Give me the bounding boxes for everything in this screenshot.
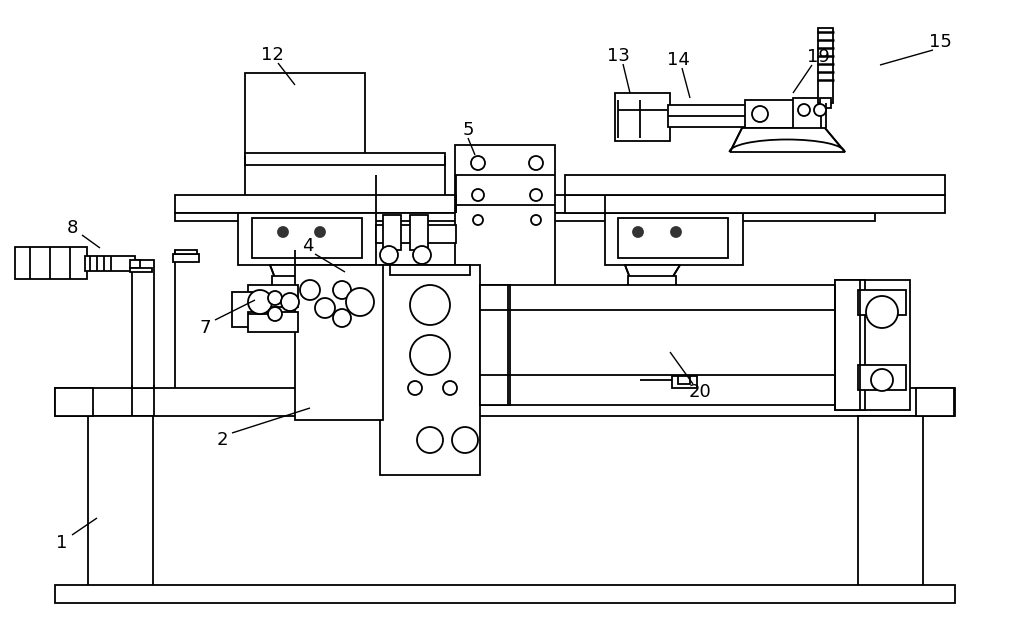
Bar <box>745 100 795 128</box>
Bar <box>678 376 690 384</box>
Circle shape <box>866 296 898 328</box>
Bar <box>295 265 383 420</box>
Circle shape <box>531 215 541 225</box>
Circle shape <box>814 104 826 116</box>
Bar <box>672 376 697 388</box>
Bar <box>175 250 197 254</box>
Bar <box>455 145 555 300</box>
Text: 7: 7 <box>199 319 211 337</box>
Bar <box>245 73 365 156</box>
Text: 2: 2 <box>217 431 228 449</box>
Circle shape <box>346 288 374 316</box>
Circle shape <box>248 290 272 314</box>
Circle shape <box>471 156 485 170</box>
Circle shape <box>268 291 282 305</box>
Text: 1: 1 <box>56 534 68 552</box>
Text: 13: 13 <box>606 47 630 65</box>
Bar <box>480 285 835 405</box>
Bar <box>390 265 470 275</box>
Bar <box>383 215 401 250</box>
Bar <box>252 218 362 258</box>
Bar <box>565 175 945 195</box>
Circle shape <box>315 227 325 237</box>
Bar <box>818 28 833 103</box>
Circle shape <box>268 307 282 321</box>
Circle shape <box>408 381 422 395</box>
Bar <box>88 416 153 591</box>
Bar <box>245 153 445 165</box>
Text: 14: 14 <box>666 51 690 69</box>
Text: 4: 4 <box>302 237 314 255</box>
Bar <box>132 260 154 388</box>
Polygon shape <box>625 265 680 278</box>
Text: 20: 20 <box>689 383 711 401</box>
Text: 19: 19 <box>806 48 830 66</box>
Bar <box>15 247 87 279</box>
Bar <box>605 213 743 265</box>
Polygon shape <box>730 128 845 152</box>
Bar <box>55 585 955 603</box>
Bar <box>130 260 140 268</box>
Bar <box>130 268 152 272</box>
Circle shape <box>871 369 893 391</box>
Text: 15: 15 <box>929 33 952 51</box>
Bar <box>55 388 955 416</box>
Circle shape <box>315 298 335 318</box>
Bar <box>173 254 199 262</box>
Bar <box>615 93 670 141</box>
Circle shape <box>410 285 450 325</box>
Circle shape <box>443 381 457 395</box>
Bar <box>376 225 456 243</box>
Bar <box>618 218 728 258</box>
Circle shape <box>410 335 450 375</box>
Bar <box>820 98 831 108</box>
Circle shape <box>281 293 299 311</box>
Circle shape <box>333 309 351 327</box>
Bar <box>380 265 480 475</box>
Bar <box>175 195 875 213</box>
Circle shape <box>473 215 483 225</box>
Text: 12: 12 <box>260 46 284 64</box>
Bar <box>668 105 746 127</box>
Bar <box>248 285 298 307</box>
Text: 8: 8 <box>66 219 77 237</box>
Bar <box>858 290 906 315</box>
Circle shape <box>472 189 484 201</box>
Circle shape <box>380 246 398 264</box>
Circle shape <box>530 189 542 201</box>
Bar <box>85 256 135 271</box>
Circle shape <box>752 106 768 122</box>
Polygon shape <box>270 265 325 278</box>
Bar <box>248 312 298 332</box>
Bar <box>916 388 954 416</box>
Bar <box>175 213 875 221</box>
Bar <box>410 215 428 250</box>
Bar <box>480 285 510 405</box>
Circle shape <box>413 246 431 264</box>
Bar <box>629 276 676 286</box>
Circle shape <box>278 227 288 237</box>
Bar <box>835 280 865 410</box>
Bar <box>238 213 376 265</box>
Circle shape <box>633 227 643 237</box>
Bar <box>272 276 320 286</box>
Circle shape <box>671 227 681 237</box>
Circle shape <box>333 281 351 299</box>
Bar <box>565 195 945 213</box>
Circle shape <box>300 280 320 300</box>
Circle shape <box>798 104 810 116</box>
Bar <box>858 416 923 591</box>
Bar <box>480 285 508 405</box>
Circle shape <box>417 427 443 453</box>
Circle shape <box>452 427 478 453</box>
Bar <box>55 388 93 416</box>
Bar <box>793 98 821 130</box>
Text: 5: 5 <box>463 121 474 139</box>
Bar <box>232 292 252 327</box>
Circle shape <box>529 156 543 170</box>
Bar <box>835 280 910 410</box>
Bar <box>858 365 906 390</box>
